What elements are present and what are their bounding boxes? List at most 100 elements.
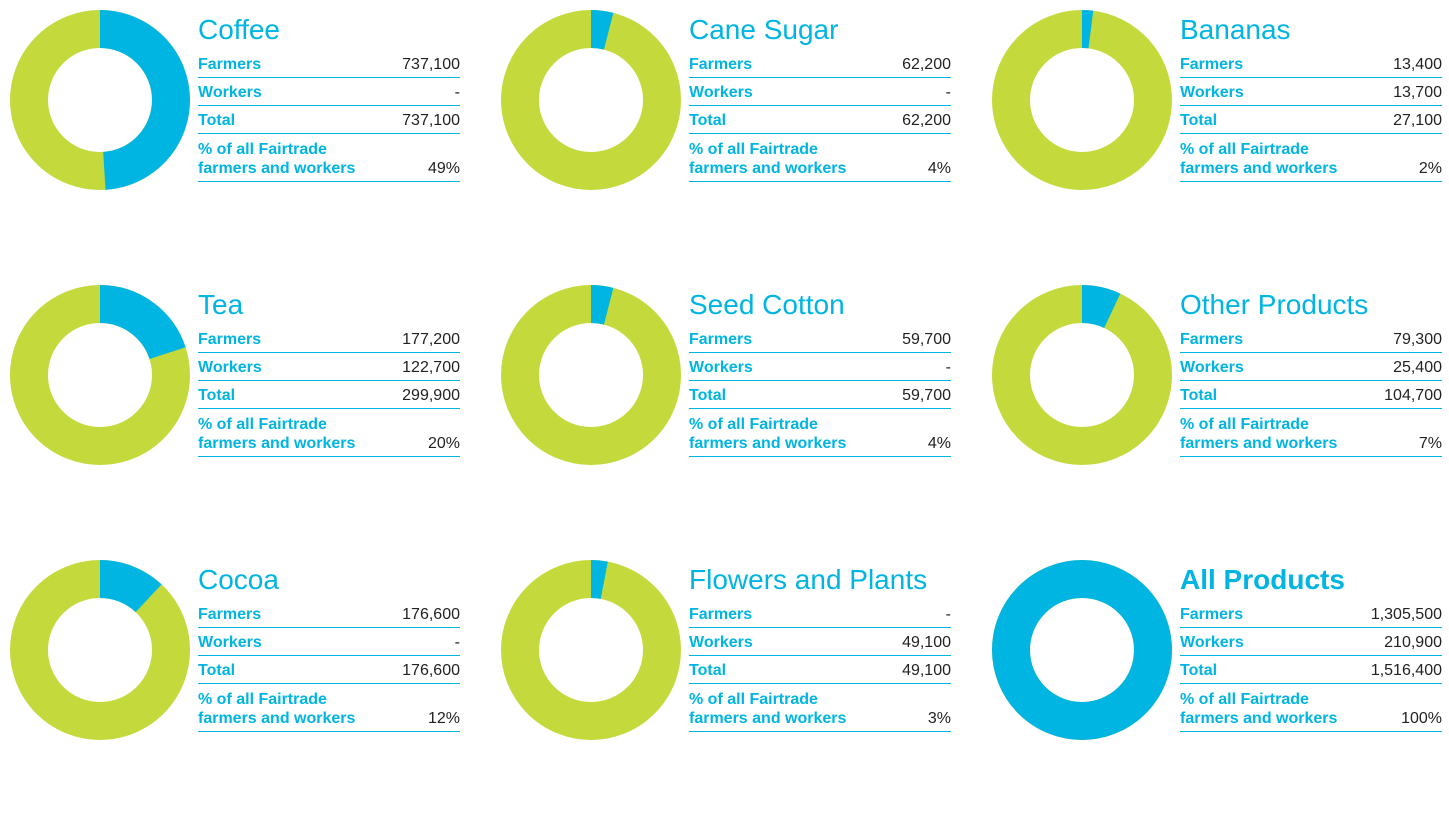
row-label: Farmers — [198, 606, 262, 623]
donut — [10, 560, 190, 740]
row-label: Workers — [689, 634, 753, 651]
row-label: Total — [689, 662, 727, 679]
row-label: Farmers — [1180, 56, 1244, 73]
donut — [992, 10, 1172, 190]
row-label: Farmers — [1180, 606, 1244, 623]
donut-rest — [501, 10, 681, 190]
row-label: Total — [1180, 387, 1218, 404]
table-row: Total 176,600 — [198, 656, 460, 684]
table-row: Farmers 59,700 — [689, 325, 951, 353]
row-value: 3% — [927, 710, 951, 727]
donut — [10, 285, 190, 465]
row-label: Total — [1180, 662, 1218, 679]
product-title: Other Products — [1180, 289, 1369, 320]
donut-rest — [992, 285, 1172, 465]
page: Coffee Farmers 737,100 Workers - Total 737,100… — [0, 0, 1449, 740]
row-label: Workers — [689, 359, 753, 376]
donut-rest — [992, 10, 1172, 190]
table-row: Total 59,700 — [689, 381, 951, 409]
row-label: Workers — [1180, 359, 1244, 376]
donut-rest — [501, 560, 681, 740]
row-label: Farmers — [1180, 331, 1244, 348]
donut — [992, 285, 1172, 465]
row-label: Farmers — [689, 331, 753, 348]
row-label: % of all Fairtrade farmers and workers — [1180, 691, 1338, 727]
product-title: Bananas — [1180, 14, 1291, 45]
table-row: Total 299,900 — [198, 381, 460, 409]
product-panel: Cane Sugar Farmers 62,200 Workers - Total 62,2… — [491, 0, 971, 275]
row-label: Workers — [1180, 84, 1244, 101]
row-value: 49% — [427, 160, 460, 177]
donut-share — [992, 285, 1172, 465]
table-row: % of all Fairtrade farmers and workers 4% — [689, 409, 951, 457]
product-title: Coffee — [198, 14, 280, 45]
row-value: 299,900 — [402, 387, 460, 404]
table-row: Workers 122,700 — [198, 353, 460, 381]
table-row: % of all Fairtrade farmers and workers 12… — [198, 684, 460, 732]
table-row: Farmers 176,600 — [198, 600, 460, 628]
row-label: Workers — [1180, 634, 1244, 651]
table-row: Total 62,200 — [689, 106, 951, 134]
table-row: Total 104,700 — [1180, 381, 1442, 409]
product-panel: Tea Farmers 177,200 Workers 122,700 Total 299,… — [0, 275, 480, 550]
row-value: 62,200 — [902, 56, 951, 73]
table-row: Farmers 177,200 — [198, 325, 460, 353]
row-label: Farmers — [198, 56, 262, 73]
info: All Products Farmers 1,305,500 Workers 210,9… — [1180, 564, 1442, 732]
row-value: 177,200 — [402, 331, 460, 348]
info: Other Products Farmers 79,300 Workers 25,400… — [1180, 289, 1442, 457]
table-row: Farmers 79,300 — [1180, 325, 1442, 353]
info: Coffee Farmers 737,100 Workers - Total 737,100… — [198, 14, 460, 182]
row-label: % of all Fairtrade farmers and workers — [198, 691, 356, 727]
product-panel: Bananas Farmers 13,400 Workers 13,700 Total 27… — [982, 0, 1449, 275]
row-label: % of all Fairtrade farmers and workers — [1180, 141, 1338, 177]
row-value: 1,305,500 — [1370, 606, 1442, 623]
row-value: 59,700 — [902, 387, 951, 404]
row-label: Total — [198, 112, 236, 129]
table-row: Total 737,100 — [198, 106, 460, 134]
row-value: 59,700 — [902, 331, 951, 348]
row-value: 25,400 — [1393, 359, 1442, 376]
row-label: % of all Fairtrade farmers and workers — [198, 141, 356, 177]
row-label: % of all Fairtrade farmers and workers — [1180, 416, 1338, 452]
product-title: Tea — [198, 289, 244, 320]
product-panel: Seed Cotton Farmers 59,700 Workers - Total 59,… — [491, 275, 971, 550]
product-panel: Coffee Farmers 737,100 Workers - Total 737,100… — [0, 0, 480, 275]
donut-share — [501, 285, 681, 465]
table-row: Farmers - — [689, 600, 951, 628]
row-label: % of all Fairtrade farmers and workers — [198, 416, 356, 452]
row-value: 12% — [427, 710, 460, 727]
table-row: Workers - — [689, 78, 951, 106]
info: Cane Sugar Farmers 62,200 Workers - Total 62,2… — [689, 14, 951, 182]
donut-share — [10, 10, 190, 190]
row-value: 27,100 — [1393, 112, 1442, 129]
row-value: 737,100 — [402, 56, 460, 73]
donut-share — [501, 10, 681, 190]
row-value: 4% — [927, 160, 951, 177]
table-row: Workers 49,100 — [689, 628, 951, 656]
row-value: 1,516,400 — [1370, 662, 1442, 679]
donut-rest — [501, 285, 681, 465]
table-row: % of all Fairtrade farmers and workers 2% — [1180, 134, 1442, 182]
row-value: 100% — [1401, 710, 1442, 727]
donut — [501, 10, 681, 190]
row-value: - — [945, 84, 951, 101]
row-label: Total — [689, 112, 727, 129]
info: Tea Farmers 177,200 Workers 122,700 Total 299,… — [198, 289, 460, 457]
product-title: Cane Sugar — [689, 14, 839, 45]
info: Seed Cotton Farmers 59,700 Workers - Total 59,… — [689, 289, 951, 457]
row-value: 4% — [927, 435, 951, 452]
donut — [10, 10, 190, 190]
product-title: Cocoa — [198, 564, 279, 595]
product-panel: Cocoa Farmers 176,600 Workers - Total 176,600%… — [0, 550, 480, 825]
table-row: Farmers 737,100 — [198, 50, 460, 78]
row-value: 13,400 — [1393, 56, 1442, 73]
table-row: % of all Fairtrade farmers and workers 20… — [198, 409, 460, 457]
table-row: % of all Fairtrade farmers and workers 49… — [198, 134, 460, 182]
table-row: Workers - — [198, 78, 460, 106]
table-row: Workers - — [689, 353, 951, 381]
table-row: Workers 25,400 — [1180, 353, 1442, 381]
table-row: Workers - — [198, 628, 460, 656]
donut-share — [10, 285, 190, 465]
row-value: 176,600 — [402, 606, 460, 623]
